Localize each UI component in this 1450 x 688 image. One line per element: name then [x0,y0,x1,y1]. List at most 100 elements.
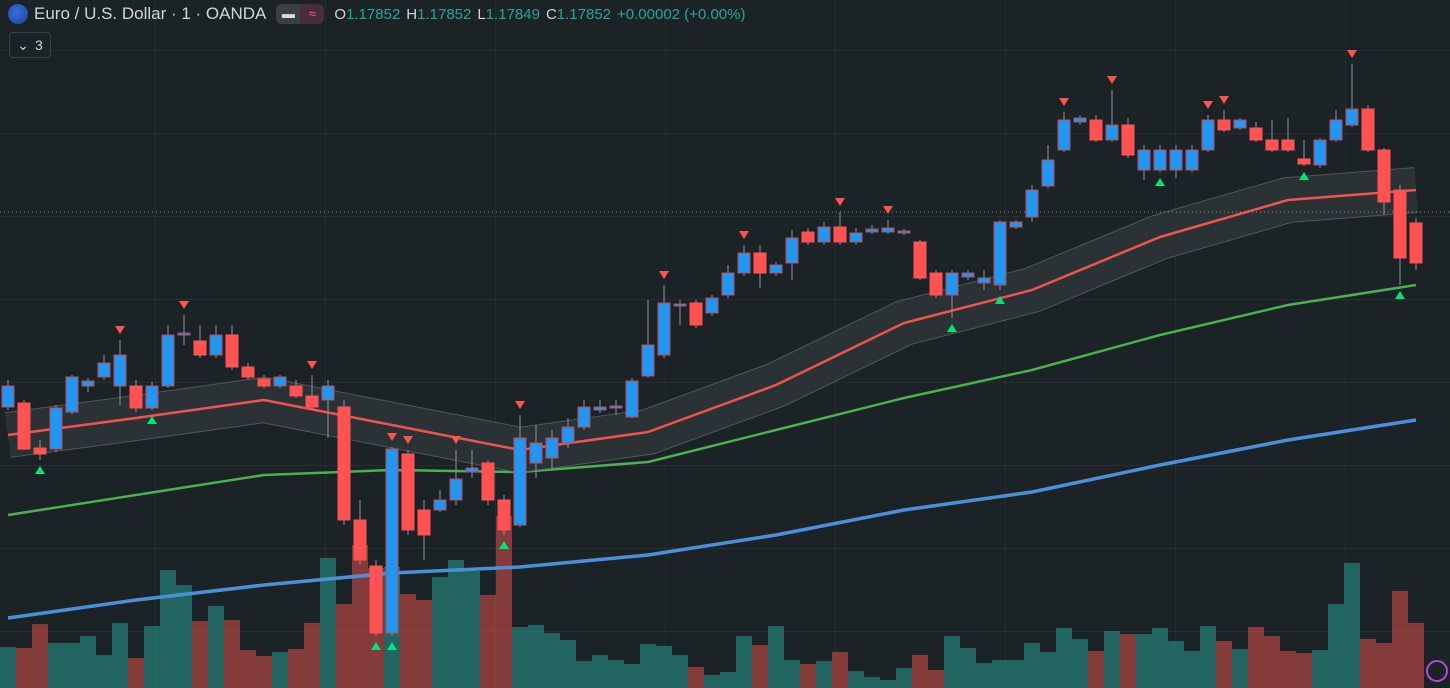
candle-body [1409,222,1423,264]
volume-bar [1152,628,1168,688]
candle-body [913,241,927,279]
volume-bar [48,643,64,688]
volume-bar [1216,641,1232,688]
sell-signal [387,433,397,441]
volume-bar [64,643,80,688]
candle-body [1073,117,1087,123]
candle-body [513,437,527,526]
candle-body [737,252,751,274]
volume-bar [1296,653,1312,688]
buy-signal [995,296,1005,304]
buy-signal [947,324,957,332]
volume-bar [1184,651,1200,688]
candle-body [705,297,719,314]
buy-signal [499,541,509,549]
volume-bar [672,655,688,688]
candle-body [721,272,735,296]
volume-bar [992,660,1008,688]
ma-band [5,168,1418,472]
close-value: 1.17852 [556,5,612,23]
volume-bar [1392,591,1408,688]
candle-body [97,362,111,378]
buy-signal [1155,178,1165,186]
volume-bar [704,675,720,688]
candle-body [577,406,591,428]
volume-bar [1248,627,1264,688]
candle-body [897,230,911,234]
moving-average [7,418,1417,620]
volume-bar [736,636,752,688]
volume-bar [1232,649,1248,688]
volume-bar [832,652,848,688]
candle-body [113,354,127,387]
candle-body [337,406,351,521]
candle-body [193,340,207,356]
candle-body [65,376,79,413]
volume-bar [80,636,96,688]
volume-bar [656,646,672,688]
candle-body [257,378,271,387]
volume-bar [256,656,272,688]
volume-bar [1072,639,1088,688]
candle-body [1361,108,1375,151]
candle-body [641,344,655,377]
candle-body [449,478,463,501]
candle-body [289,385,303,397]
low-label: L [477,5,486,23]
chevron: ⌄ [17,36,29,53]
candle-body [609,405,623,409]
candle-body [801,231,815,243]
candle-body [161,334,175,387]
status-pill[interactable]: ▬ ≈ [276,4,325,24]
volume-bar [0,647,16,688]
candle-body [593,406,607,411]
candle-body [305,395,319,408]
symbol-title[interactable]: Euro / U.S. Dollar · 1 · OANDA [34,4,267,23]
indicator-count: 3 [34,37,43,53]
candle-body [625,380,639,418]
candle-body [1201,119,1215,151]
candle-body [225,334,239,368]
candle-body [1169,149,1183,171]
candle-body [1057,119,1071,151]
candle-body [17,402,31,450]
candle-body [1185,149,1199,171]
candle-body [465,467,479,473]
moving-average [7,188,1417,452]
volume-bar [1008,660,1024,688]
candle-body [1041,159,1055,187]
volume-bar [1088,651,1104,688]
candle-body [1121,124,1135,156]
candle-body [1249,127,1263,141]
candle-body [33,447,47,455]
sell-signal [883,206,893,214]
volume-bar [864,677,880,688]
buy-signal [371,642,381,650]
volume-bar [352,545,368,688]
volume-bar [96,655,112,688]
candle-body [833,226,847,243]
buy-signal [1395,291,1405,299]
candle-body [49,407,63,450]
sell-signal [739,231,749,239]
candle-body [1313,139,1327,166]
volume-bar [640,644,656,688]
candle-body [929,272,943,296]
open-value: 1.17852 [346,5,401,23]
candle-body [417,509,431,536]
volume-bar [400,594,416,688]
candle-body [1009,221,1023,228]
volume-bar [336,604,352,688]
bolt-button[interactable] [1426,660,1448,682]
volume-bar [1136,634,1152,688]
volume-bar [800,664,816,688]
candle-body [1265,139,1279,151]
candle-body [945,272,959,296]
candle-body [1105,124,1119,141]
candle-body [1,385,15,408]
change-value: +0.00002 (+0.00%) [617,5,746,23]
indicator-toggle[interactable]: ⌄ 3 [9,32,51,58]
volume-bar [304,623,320,688]
volume-bar [464,571,480,688]
candle-body [145,385,159,409]
